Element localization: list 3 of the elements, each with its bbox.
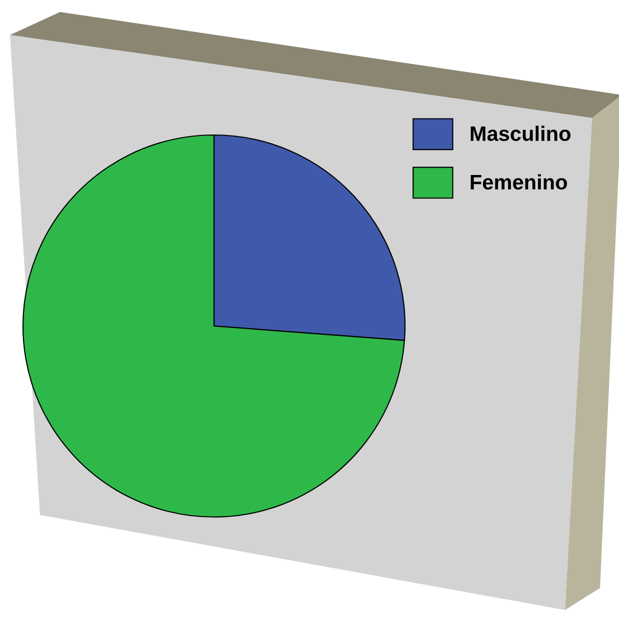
legend-label: Femenino — [470, 174, 567, 190]
pie-slice — [22, 134, 406, 518]
legend-label: Masculino — [470, 126, 570, 142]
